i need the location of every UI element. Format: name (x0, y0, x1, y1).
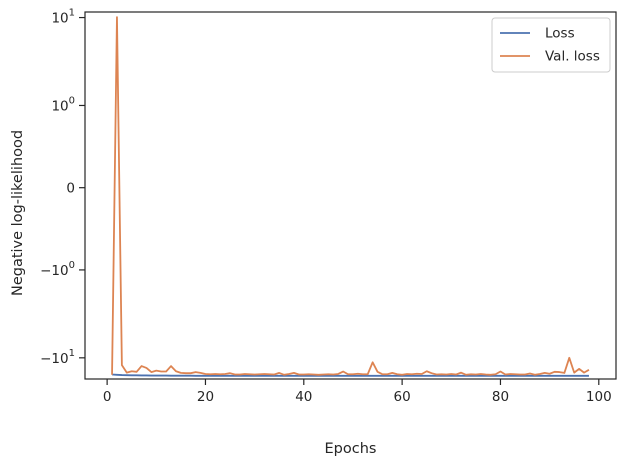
series-line-loss (111, 373, 589, 377)
legend: Loss Val. loss (491, 17, 611, 73)
y-tick-label: 100 (51, 95, 75, 114)
series-layer (111, 16, 590, 377)
y-tick-label: −100 (40, 260, 75, 279)
plot-area (85, 12, 616, 379)
y-tick-label: 101 (51, 8, 75, 27)
legend-label-loss: Loss (545, 26, 575, 42)
x-tick-label: 20 (197, 389, 214, 405)
y-axis: 101 100 0 −100 −101 (40, 8, 85, 367)
legend-label-val-loss: Val. loss (545, 49, 600, 65)
x-tick-label: 60 (394, 389, 411, 405)
x-tick-label: 0 (103, 389, 112, 405)
x-axis-label: Epochs (325, 441, 377, 457)
x-tick-label: 80 (492, 389, 509, 405)
plot-frame (84, 11, 617, 380)
y-axis-label: Negative log-likelihood (10, 130, 26, 296)
x-axis: 0 20 40 60 80 100 (103, 379, 612, 405)
series-line-val-loss (111, 16, 590, 376)
x-tick-label: 100 (586, 389, 612, 405)
y-tick-label: 0 (66, 181, 75, 197)
y-tick-label: −101 (40, 348, 75, 367)
x-tick-label: 40 (295, 389, 312, 405)
legend-box (491, 17, 611, 73)
